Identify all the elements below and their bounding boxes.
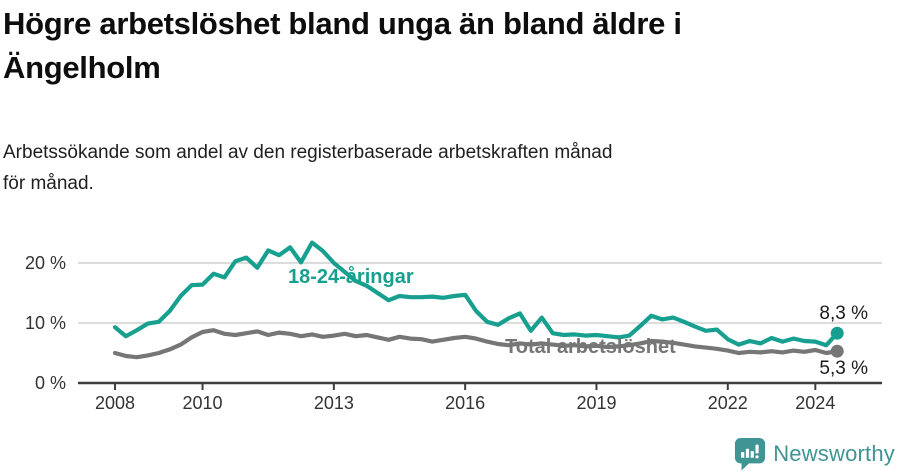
y-tick-label: 10 % — [24, 313, 66, 333]
x-tick-label: 2022 — [707, 393, 748, 413]
y-tick-label: 20 % — [24, 253, 66, 273]
x-tick-label: 2016 — [445, 393, 486, 413]
bubble-shape — [735, 438, 766, 471]
series-label-youth: 18-24-åringar — [288, 266, 414, 288]
x-tick-label: 2013 — [313, 393, 354, 413]
end-value-youth: 8,3 % — [819, 303, 868, 324]
bar-chart-glyph — [741, 444, 759, 459]
brand-name: Newsworthy — [773, 441, 895, 466]
end-value-total: 5,3 % — [819, 358, 868, 379]
x-tick-label: 2008 — [94, 393, 136, 413]
newsworthy-logo[interactable]: Newsworthy — [734, 437, 895, 471]
page-title: Högre arbetslöshet bland unga än bland ä… — [3, 6, 682, 85]
x-tick-label: 2010 — [182, 393, 223, 413]
x-tick-label: 2024 — [795, 393, 836, 413]
chart-subtitle: Arbetssökande som andel av den registerb… — [3, 142, 613, 194]
y-tick-label: 0 % — [34, 373, 66, 393]
newsworthy-chart-bubble-icon — [735, 438, 766, 471]
series-label-total: Total arbetslöshet — [505, 336, 676, 358]
line-chart: 18-24-åringar Total arbetslöshet 8,3 % 5… — [0, 230, 900, 420]
line-chart-svg — [78, 240, 882, 390]
x-tick-label: 2019 — [576, 393, 617, 413]
